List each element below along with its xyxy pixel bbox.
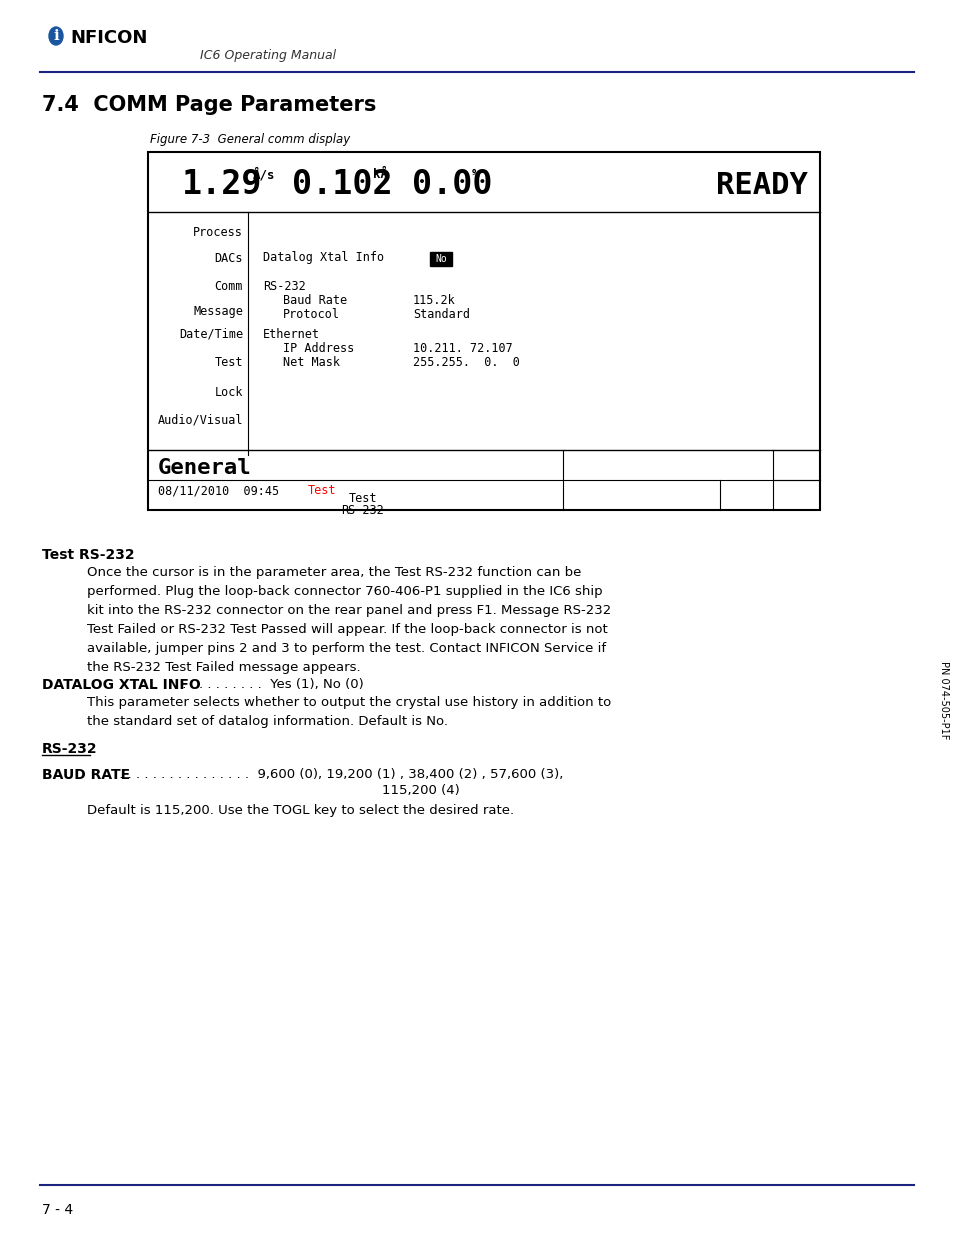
Text: READY: READY [716, 170, 807, 200]
Text: 115,200 (4): 115,200 (4) [381, 784, 459, 797]
Text: IP Address: IP Address [283, 342, 354, 354]
Text: DATALOG XTAL INFO: DATALOG XTAL INFO [42, 678, 200, 692]
Text: i: i [53, 28, 59, 43]
Text: Comm: Comm [214, 280, 243, 294]
Text: kÅ: kÅ [373, 168, 388, 182]
Text: %: % [472, 168, 479, 182]
Text: . . . . . . . . . .  Yes (1), No (0): . . . . . . . . . . Yes (1), No (0) [178, 678, 363, 692]
Text: 08/11/2010  09:45: 08/11/2010 09:45 [158, 484, 279, 498]
Text: RS-232: RS-232 [42, 742, 97, 756]
Text: . . . . . . . . . . . . . . . .  9,600 (0), 19,200 (1) , 38,400 (2) , 57,600 (3): . . . . . . . . . . . . . . . . 9,600 (0… [115, 768, 563, 781]
Text: Once the cursor is in the parameter area, the Test RS-232 function can be
perfor: Once the cursor is in the parameter area… [87, 566, 611, 674]
Text: PN 074-505-P1F: PN 074-505-P1F [938, 661, 948, 740]
Text: RS-232: RS-232 [263, 280, 305, 294]
Text: 7.4  COMM Page Parameters: 7.4 COMM Page Parameters [42, 95, 376, 115]
Text: 115.2k: 115.2k [413, 294, 456, 308]
Text: 255.255.  0.  0: 255.255. 0. 0 [413, 356, 519, 368]
Text: This parameter selects whether to output the crystal use history in addition to
: This parameter selects whether to output… [87, 697, 611, 727]
Ellipse shape [49, 27, 63, 44]
Text: Lock: Lock [214, 385, 243, 399]
Text: BAUD RATE: BAUD RATE [42, 768, 130, 782]
Text: Audio/Visual: Audio/Visual [157, 414, 243, 426]
Text: No: No [435, 254, 446, 264]
Bar [148, 152, 820, 510]
Text: Net Mask: Net Mask [283, 356, 339, 368]
Text: 1.29: 1.29 [182, 168, 262, 201]
Text: Test: Test [214, 356, 243, 368]
Text: Default is 115,200. Use the TOGL key to select the desired rate.: Default is 115,200. Use the TOGL key to … [87, 804, 514, 818]
Text: Test: Test [349, 493, 376, 505]
Text: NFICON: NFICON [70, 28, 147, 47]
Text: RS-232: RS-232 [341, 505, 384, 517]
Text: Baud Rate: Baud Rate [283, 294, 347, 308]
Text: Protocol: Protocol [283, 308, 339, 321]
Text: Datalog Xtal Info: Datalog Xtal Info [263, 252, 384, 264]
Text: 0.00: 0.00 [412, 168, 492, 201]
Text: Test: Test [308, 484, 336, 498]
Text: Å/s: Å/s [253, 168, 275, 182]
Text: Message: Message [193, 305, 243, 317]
Text: General: General [158, 458, 252, 478]
Text: Figure 7-3  General comm display: Figure 7-3 General comm display [150, 133, 350, 147]
Bar [430, 252, 452, 266]
Text: 0.102: 0.102 [292, 168, 393, 201]
Text: Process: Process [193, 226, 243, 238]
Text: Test RS-232: Test RS-232 [42, 548, 134, 562]
Text: Ethernet: Ethernet [263, 327, 319, 341]
Text: 10.211. 72.107: 10.211. 72.107 [413, 342, 512, 354]
Text: Standard: Standard [413, 308, 470, 321]
Text: Date/Time: Date/Time [178, 327, 243, 341]
Text: 7 - 4: 7 - 4 [42, 1203, 73, 1216]
Text: IC6 Operating Manual: IC6 Operating Manual [200, 48, 335, 62]
Text: DACs: DACs [214, 252, 243, 264]
